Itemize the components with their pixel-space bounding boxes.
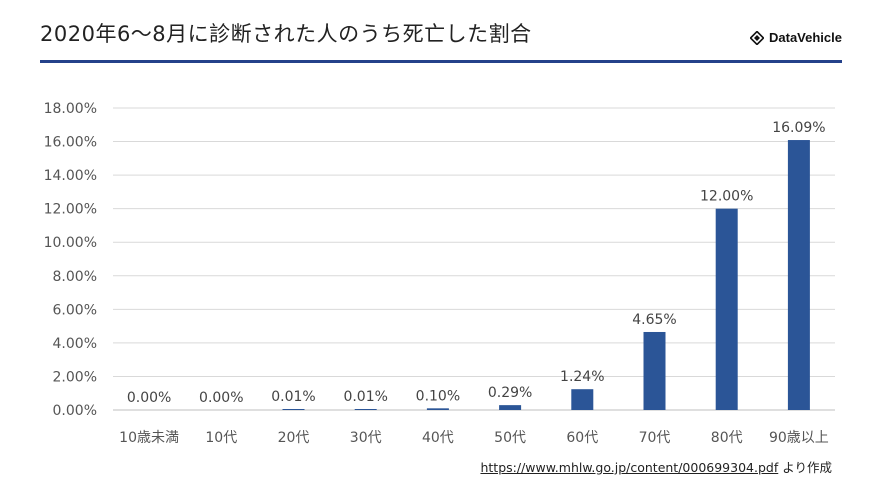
- bar: [426, 408, 449, 410]
- y-tick-label: 8.00%: [53, 269, 97, 285]
- title-divider: [40, 60, 842, 63]
- y-tick-label: 14.00%: [44, 168, 97, 184]
- x-tick-label: 70代: [639, 430, 671, 446]
- source-note: https://www.mhlw.go.jp/content/000699304…: [480, 457, 832, 476]
- y-tick-label: 0.00%: [53, 403, 97, 419]
- x-tick-label: 30代: [350, 430, 382, 446]
- bar: [354, 409, 377, 410]
- data-label: 12.00%: [700, 189, 753, 205]
- bar: [643, 331, 666, 410]
- x-axis-ticks: 10歳未満 10代 20代 30代 40代 50代 60代 70代 80代 90歳以上: [119, 430, 829, 446]
- x-tick-label: 10歳未満: [119, 430, 179, 446]
- x-tick-label: 10代: [205, 430, 237, 446]
- bar: [282, 409, 305, 410]
- source-link[interactable]: https://www.mhlw.go.jp/content/000699304…: [480, 460, 779, 475]
- bar: [787, 140, 810, 410]
- x-tick-label: 50代: [494, 430, 526, 446]
- data-label: 0.01%: [343, 389, 387, 405]
- diamond-logo-icon: [750, 30, 764, 45]
- x-tick-label: 90歳以上: [769, 430, 829, 446]
- data-label: 0.00%: [127, 390, 171, 406]
- data-labels: 0.00% 0.00% 0.01% 0.01% 0.10% 0.29% 1.24% 4.65%…: [127, 120, 826, 406]
- data-label: 0.01%: [271, 389, 315, 405]
- x-tick-label: 20代: [278, 430, 310, 446]
- y-tick-label: 2.00%: [53, 369, 97, 385]
- y-tick-label: 18.00%: [44, 101, 97, 117]
- y-tick-label: 6.00%: [53, 302, 97, 318]
- data-label: 0.00%: [199, 390, 243, 406]
- data-label: 0.10%: [416, 388, 460, 404]
- x-tick-label: 40代: [422, 430, 454, 446]
- y-tick-label: 4.00%: [53, 336, 97, 352]
- x-tick-label: 60代: [566, 430, 598, 446]
- data-label: 4.65%: [632, 312, 676, 328]
- bar: [715, 208, 738, 410]
- brand-logo: DataVehicle: [750, 30, 842, 45]
- data-label: 0.29%: [488, 385, 532, 401]
- source-suffix: より作成: [782, 460, 832, 475]
- y-tick-label: 12.00%: [44, 202, 97, 218]
- bar: [571, 389, 594, 410]
- data-label: 16.09%: [772, 120, 825, 136]
- y-axis-ticks: 0.00% 2.00% 4.00% 6.00% 8.00% 10.00% 12.00% 14.…: [44, 101, 97, 419]
- brand-name: DataVehicle: [769, 30, 842, 45]
- gridlines: [113, 107, 835, 411]
- data-label: 1.24%: [560, 369, 604, 385]
- chart-title: 2020年6～8月に診断された人のうち死亡した割合: [40, 22, 532, 46]
- x-tick-label: 80代: [711, 430, 743, 446]
- bars: [282, 140, 810, 410]
- y-tick-label: 10.00%: [44, 235, 97, 251]
- y-tick-label: 16.00%: [44, 135, 97, 151]
- bar: [499, 405, 522, 410]
